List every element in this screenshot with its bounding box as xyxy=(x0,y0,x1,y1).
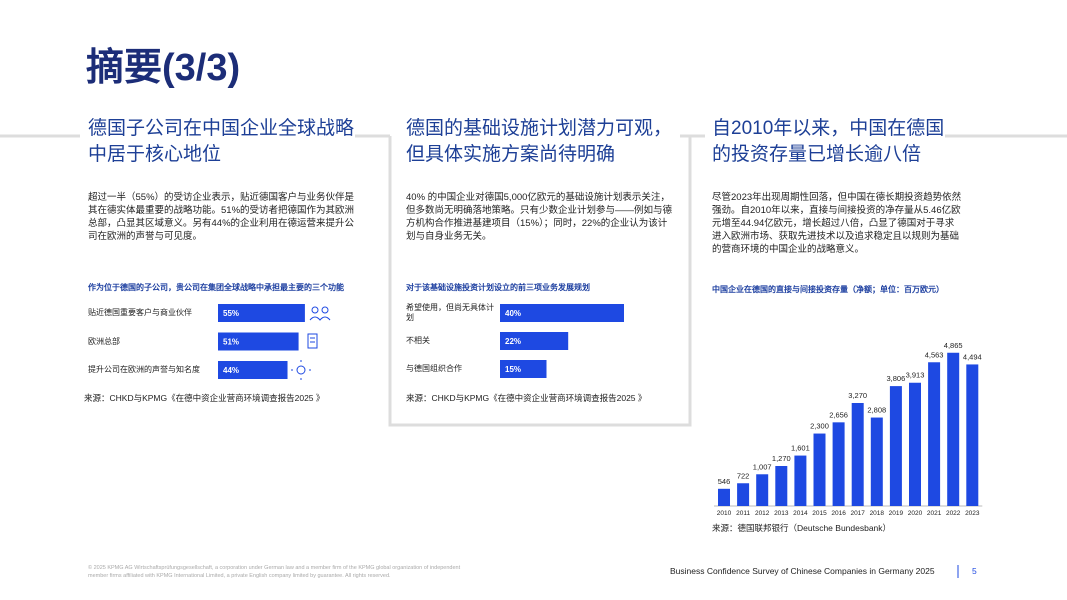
value-label: 722 xyxy=(737,471,750,480)
value-label: 3,913 xyxy=(906,371,925,380)
x-tick-label: 2017 xyxy=(850,510,865,517)
x-tick-label: 2019 xyxy=(889,510,904,517)
value-label: 40% xyxy=(505,309,521,318)
body-text: 40% 的中国企业对德国5,000亿欧元的基础设施计划表示关注，但多数尚无明确落… xyxy=(406,192,673,242)
value-label: 51% xyxy=(223,338,239,347)
chart-title: 作为位于德国的子公司，贵公司在集团全球战略中承担最主要的三个功能 xyxy=(88,283,344,292)
x-tick-label: 2013 xyxy=(774,510,789,517)
value-label: 1,007 xyxy=(753,462,772,471)
x-tick-label: 2010 xyxy=(717,510,732,517)
bar xyxy=(928,362,941,506)
bar xyxy=(966,364,979,506)
bar xyxy=(813,433,826,506)
bar xyxy=(851,402,864,506)
bar xyxy=(889,386,902,506)
bar xyxy=(500,304,624,322)
survey-name: Business Confidence Survey of Chinese Co… xyxy=(670,566,935,576)
x-tick-label: 2016 xyxy=(831,510,846,517)
value-label: 3,270 xyxy=(848,391,867,400)
value-label: 2,656 xyxy=(829,410,848,419)
bar xyxy=(218,361,288,379)
bar xyxy=(718,488,730,506)
bar xyxy=(909,382,921,506)
x-tick-label: 2012 xyxy=(755,510,770,517)
category-label: 不相关 xyxy=(406,336,430,345)
source: 来源：CHKD与KPMG《在德中资企业营商环境调查报告2025 》 xyxy=(84,393,325,403)
value-label: 4,563 xyxy=(925,350,944,359)
body-text: 尽管2023年出现周期性回落，但中国在德长期投资趋势依然强劲。自2010年以来，… xyxy=(712,192,962,255)
bar xyxy=(775,465,788,506)
value-label: 546 xyxy=(718,477,731,486)
source: 来源：CHKD与KPMG《在德中资企业营商环境调查报告2025 》 xyxy=(406,393,647,403)
value-label: 3,806 xyxy=(887,374,906,383)
chart-title: 中国企业在德国的直接与间接投资存量（净额；单位：百万欧元） xyxy=(712,285,944,294)
body-text: 超过一半（55%）的受访企业表示，贴近德国客户与业务伙伴是其在德实体最重要的战略… xyxy=(88,192,355,242)
x-tick-label: 2020 xyxy=(908,510,923,517)
value-label: 22% xyxy=(505,337,521,346)
source: 来源：德国联邦银行（Deutsche Bundesbank） xyxy=(712,523,892,533)
value-label: 15% xyxy=(505,365,521,374)
chart-title: 对于该基础设施投资计划设立的前三项业务发展规划 xyxy=(406,283,590,292)
heading: 自2010年以来，中国在德国的投资存量已增长逾八倍 xyxy=(712,118,945,165)
value-label: 4,865 xyxy=(944,341,963,350)
page-number: 5 xyxy=(972,566,977,576)
category-label: 提升公司在欧洲的声誉与知名度 xyxy=(88,365,200,374)
x-tick-label: 2023 xyxy=(965,510,980,517)
x-tick-label: 2021 xyxy=(927,510,942,517)
value-label: 44% xyxy=(223,366,239,375)
heading: 德国的基础设施计划潜力可观，但具体实施方案尚待明确 xyxy=(406,118,673,165)
bar xyxy=(870,417,883,506)
bar xyxy=(737,483,750,506)
value-label: 1,601 xyxy=(791,444,810,453)
category-label: 欧洲总部 xyxy=(88,336,120,346)
value-label: 2,300 xyxy=(810,422,829,431)
category-label: 贴近德国重要客户与商业伙伴 xyxy=(88,308,192,317)
bar xyxy=(794,455,807,506)
x-tick-label: 2022 xyxy=(946,510,961,517)
x-tick-label: 2014 xyxy=(793,510,808,517)
bar xyxy=(218,304,305,322)
box xyxy=(388,136,692,427)
bar xyxy=(756,474,769,506)
heading: 德国子公司在中国企业全球战略中居于核心地位 xyxy=(88,118,355,165)
category-label: 与德国组织合作 xyxy=(406,364,462,373)
value-label: 55% xyxy=(223,309,239,318)
value-label: 2,808 xyxy=(867,406,886,415)
bar xyxy=(947,352,960,506)
icons xyxy=(291,306,331,380)
page-title: 摘要(3/3) xyxy=(86,47,241,89)
legal: © 2025 KPMG AG Wirtschaftsprüfungsgesell… xyxy=(88,565,461,579)
bar xyxy=(218,332,299,351)
value-label: 4,494 xyxy=(963,352,982,361)
x-tick-label: 2018 xyxy=(870,510,885,517)
bar xyxy=(832,422,845,506)
category-label: 希望使用，但尚无具体计划 xyxy=(406,303,494,322)
value-label: 1,270 xyxy=(772,454,791,463)
bar xyxy=(500,360,547,378)
bar xyxy=(500,332,569,350)
x-tick-label: 2011 xyxy=(736,510,750,517)
x-tick-label: 2015 xyxy=(812,510,827,517)
